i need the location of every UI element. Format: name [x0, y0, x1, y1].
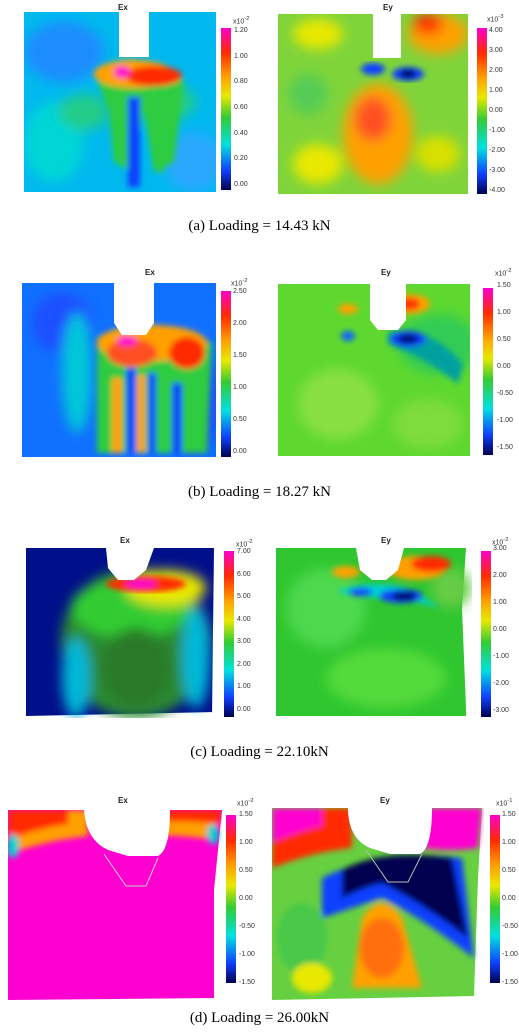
- panel-c-ey-exponent: x10-2: [492, 537, 509, 547]
- panel-b-ey-title: Ey: [381, 268, 391, 277]
- colorbar-tick-label: -1.00: [497, 417, 513, 424]
- panel-c-ex-field: [26, 548, 218, 718]
- colorbar-tick-label: 0.00: [497, 363, 511, 370]
- colorbar-tick-label: -1.00: [502, 951, 518, 958]
- colorbar-tick-label: 2.00: [233, 320, 247, 327]
- colorbar-tick-label: 6.00: [237, 570, 251, 578]
- colorbar-tick-label: 2.50: [233, 288, 247, 295]
- panel-b-ey-field: [278, 284, 470, 456]
- colorbar-tick-label: 0.60: [234, 104, 248, 111]
- colorbar-tick-label: 1.20: [234, 27, 248, 34]
- panel-c-ey-title: Ey: [381, 536, 391, 545]
- colorbar-tick-label: 1.00: [493, 599, 507, 606]
- colorbar-tick-label: 3.00: [493, 545, 507, 552]
- panel-d-ey-colorbar: [490, 815, 500, 983]
- panel-b-ey-exponent: x10-2: [495, 268, 512, 278]
- colorbar-tick-label: 1.00: [502, 839, 516, 846]
- panel-a-ex-field: [24, 12, 216, 192]
- panel-c-ey-field: [276, 548, 472, 718]
- colorbar-tick-label: 0.40: [234, 129, 248, 137]
- colorbar-tick-label: 0.00: [239, 895, 253, 902]
- colorbar-tick-label: -1.00: [489, 127, 505, 134]
- panel-d-ex-colorbar: [226, 815, 236, 983]
- panel-a-ey-colorbar: [477, 28, 487, 194]
- colorbar-tick-label: 1.00: [237, 683, 251, 691]
- colorbar-tick-label: 4.00: [237, 615, 251, 623]
- panel-a-ey-exponent: x10-3: [487, 14, 504, 24]
- colorbar-tick-label: 1.00: [497, 309, 511, 316]
- colorbar-tick-label: 1.00: [234, 52, 248, 60]
- caption-d: (d) Loading = 26.00kN: [189, 1010, 330, 1026]
- colorbar-tick-label: -2.00: [489, 147, 505, 154]
- colorbar-tick-label: 0.50: [497, 336, 511, 343]
- colorbar-tick-label: -1.00: [239, 951, 255, 958]
- colorbar-tick-label: 5.00: [237, 593, 251, 601]
- colorbar-tick-label: -1.00: [493, 653, 509, 660]
- colorbar-tick-label: 2.00: [493, 572, 507, 579]
- panel-c-ex-colorbar: [224, 551, 234, 717]
- colorbar-tick-label: 0.80: [234, 78, 248, 86]
- colorbar-tick-label: 1.50: [497, 282, 511, 289]
- colorbar-tick-label: 0.50: [502, 867, 516, 874]
- panel-d-ey-field: [272, 808, 484, 1000]
- colorbar-tick-label: 3.00: [489, 47, 503, 54]
- colorbar-tick-label: 1.50: [239, 811, 253, 818]
- colorbar-tick-label: 0.50: [239, 867, 253, 874]
- colorbar-tick-label: 1.00: [239, 839, 253, 846]
- panel-d-ey-title: Ey: [380, 796, 390, 805]
- colorbar-tick-label: 1.00: [233, 384, 247, 391]
- colorbar-tick-label: -0.50: [497, 390, 513, 397]
- colorbar-tick-label: 2.00: [489, 67, 503, 74]
- colorbar-tick-label: -1.50: [239, 979, 255, 986]
- panel-a-ey-title: Ey: [383, 3, 393, 12]
- panel-c-ex-exponent: x10-2: [236, 539, 253, 549]
- colorbar-tick-label: 1.50: [502, 811, 516, 818]
- colorbar-tick-label: 1.00: [489, 87, 503, 94]
- colorbar-tick-label: 3.00: [237, 638, 251, 646]
- panel-a-ex-title: Ex: [118, 3, 128, 12]
- panel-b-ex-exponent: x10-2: [231, 278, 248, 288]
- caption-b: (b) Loading = 18.27 kN: [187, 484, 332, 500]
- colorbar-tick-label: 1.50: [233, 352, 247, 359]
- panel-a-ey-field: [278, 14, 468, 194]
- panel-c-ey-colorbar: [481, 551, 491, 717]
- panel-a-ex-colorbar: [221, 28, 231, 190]
- colorbar-tick-label: 7.00: [237, 548, 251, 555]
- colorbar-tick-label: -3.00: [489, 167, 505, 174]
- colorbar-tick-label: 0.00: [233, 448, 247, 455]
- colorbar-tick-label: 0.00: [237, 706, 251, 713]
- panel-b-ex-field: [22, 283, 216, 457]
- panel-d-ex-exponent: x10-2: [237, 798, 254, 808]
- panel-d-ex-field: [8, 810, 222, 1000]
- panel-b-ey-colorbar: [483, 288, 493, 455]
- colorbar-tick-label: 0.00: [234, 181, 248, 188]
- colorbar-tick-label: 0.50: [233, 416, 247, 423]
- colorbar-tick-label: -2.00: [493, 680, 509, 687]
- colorbar-tick-label: 0.00: [502, 895, 516, 902]
- colorbar-tick-label: -3.00: [493, 707, 509, 714]
- panel-c-ex-title: Ex: [120, 536, 130, 545]
- panel-d-ex-title: Ex: [118, 796, 128, 805]
- colorbar-tick-label: -0.50: [502, 923, 518, 930]
- colorbar-tick-label: 4.00: [489, 27, 503, 34]
- colorbar-tick-label: 0.20: [234, 155, 248, 163]
- panel-a-ex-exponent: x10-2: [233, 16, 250, 26]
- colorbar-tick-label: -4.00: [489, 187, 505, 194]
- colorbar-tick-label: 0.00: [489, 107, 503, 114]
- colorbar-tick-label: 2.00: [237, 660, 251, 668]
- panel-d-ey-exponent: x10-1: [496, 798, 513, 808]
- panel-b-ex-colorbar: [221, 291, 231, 457]
- colorbar-tick-label: -1.50: [502, 979, 518, 986]
- caption-a: (a) Loading = 14.43 kN: [188, 218, 331, 234]
- colorbar-tick-label: 0.00: [493, 626, 507, 633]
- colorbar-tick-label: -0.50: [239, 923, 255, 930]
- panel-b-ex-title: Ex: [145, 268, 155, 277]
- colorbar-tick-label: -1.50: [497, 444, 513, 451]
- caption-c: (c) Loading = 22.10kN: [190, 744, 329, 760]
